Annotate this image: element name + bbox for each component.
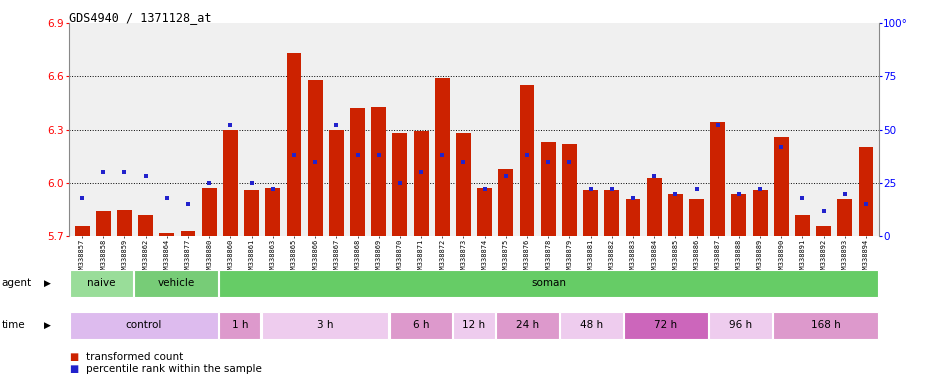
Bar [223, 130, 238, 236]
Bar [138, 215, 153, 236]
Bar [837, 199, 852, 236]
Bar [773, 312, 878, 339]
Bar [435, 78, 450, 236]
Bar [647, 177, 661, 236]
Bar [583, 190, 598, 236]
Bar [265, 188, 280, 236]
Bar [477, 188, 492, 236]
Bar [541, 142, 556, 236]
Bar [329, 130, 344, 236]
Bar [389, 312, 452, 339]
Text: agent: agent [2, 278, 32, 288]
Text: 48 h: 48 h [580, 320, 603, 331]
Bar [392, 133, 407, 236]
Bar [604, 190, 619, 236]
Bar [308, 80, 323, 236]
Text: 72 h: 72 h [654, 320, 677, 331]
Bar [816, 225, 831, 236]
Bar [287, 53, 302, 236]
Bar [75, 225, 90, 236]
Text: transformed count: transformed count [86, 352, 183, 362]
Text: ■: ■ [69, 352, 79, 362]
Text: 96 h: 96 h [729, 320, 752, 331]
Text: vehicle: vehicle [157, 278, 194, 288]
Text: 12 h: 12 h [462, 320, 486, 331]
Bar [520, 85, 535, 236]
Bar [453, 312, 495, 339]
Bar [668, 194, 683, 236]
Text: 168 h: 168 h [810, 320, 841, 331]
Bar [159, 233, 174, 236]
Text: naive: naive [87, 278, 116, 288]
Bar [560, 312, 623, 339]
Bar [180, 231, 195, 236]
Bar [709, 312, 771, 339]
Bar [858, 147, 873, 236]
Bar [371, 106, 386, 236]
Text: 6 h: 6 h [413, 320, 429, 331]
Bar [351, 108, 365, 236]
Bar [262, 312, 388, 339]
Text: GDS4940 / 1371128_at: GDS4940 / 1371128_at [69, 11, 212, 24]
Bar [70, 312, 217, 339]
Text: soman: soman [531, 278, 566, 288]
Text: ▶: ▶ [44, 279, 51, 288]
Bar [689, 199, 704, 236]
Bar [117, 210, 132, 236]
Bar [96, 211, 111, 236]
Bar [623, 312, 708, 339]
Bar [774, 137, 789, 236]
Text: 3 h: 3 h [316, 320, 333, 331]
Bar [244, 190, 259, 236]
Bar [219, 270, 878, 297]
Text: control: control [126, 320, 162, 331]
Bar [496, 312, 559, 339]
Text: ■: ■ [69, 364, 79, 374]
Bar [413, 131, 428, 236]
Bar [134, 270, 217, 297]
Text: 24 h: 24 h [516, 320, 539, 331]
Bar [710, 122, 725, 236]
Text: percentile rank within the sample: percentile rank within the sample [86, 364, 262, 374]
Text: 1 h: 1 h [231, 320, 248, 331]
Bar [796, 215, 810, 236]
Bar [499, 169, 513, 236]
Text: time: time [2, 320, 26, 331]
Bar [219, 312, 261, 339]
Text: ▶: ▶ [44, 321, 51, 330]
Bar [456, 133, 471, 236]
Bar [70, 270, 132, 297]
Bar [562, 144, 577, 236]
Bar [202, 188, 216, 236]
Bar [625, 199, 640, 236]
Bar [753, 190, 768, 236]
Bar [732, 194, 746, 236]
